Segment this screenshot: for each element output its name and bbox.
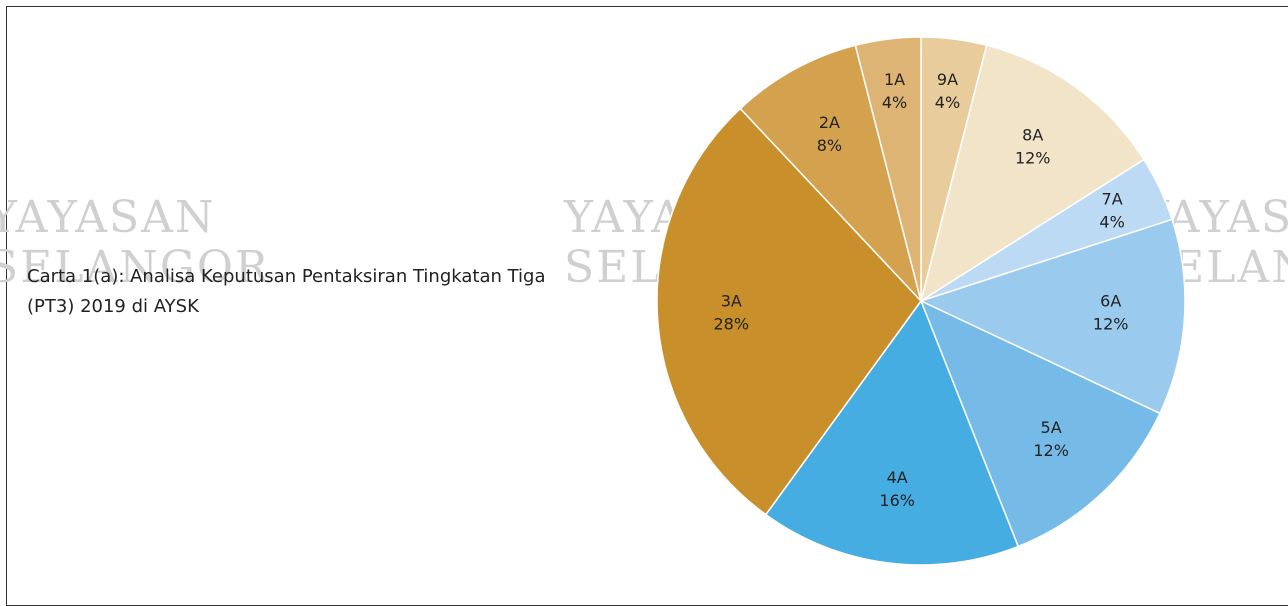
slice-label: 9A [937,70,958,89]
value-label: 28% [714,314,750,333]
watermark: SELANGOR [0,242,270,293]
watermark: YAYASAN [0,192,215,243]
value-label: 4% [882,93,907,112]
slice-label: 8A [1022,126,1043,145]
pie-slice [919,299,1161,548]
slice-label: 4A [887,468,908,487]
value-label: 4% [935,93,960,112]
pie-slice [854,36,922,302]
pie-slice [919,44,1145,303]
slice-label: 6A [1100,291,1121,310]
chart-title: Carta 1(a): Analisa Keputusan Pentaksira… [27,266,546,317]
value-label: 12% [1033,441,1069,460]
value-label: 12% [1093,314,1129,333]
pie-slice [656,107,922,516]
value-label: 4% [1099,213,1124,232]
slice-label: 7A [1102,190,1123,209]
pie-slice [764,299,1020,566]
slice-label: 5A [1041,418,1062,437]
slice-label: 2A [819,113,840,132]
value-label: 16% [879,491,915,510]
pie-slice [739,44,922,302]
slice-label: 3A [721,291,742,310]
value-label: 12% [1015,149,1051,168]
pie-slice [918,218,1186,415]
slice-label: 1A [884,70,905,89]
value-label: 8% [817,136,842,155]
